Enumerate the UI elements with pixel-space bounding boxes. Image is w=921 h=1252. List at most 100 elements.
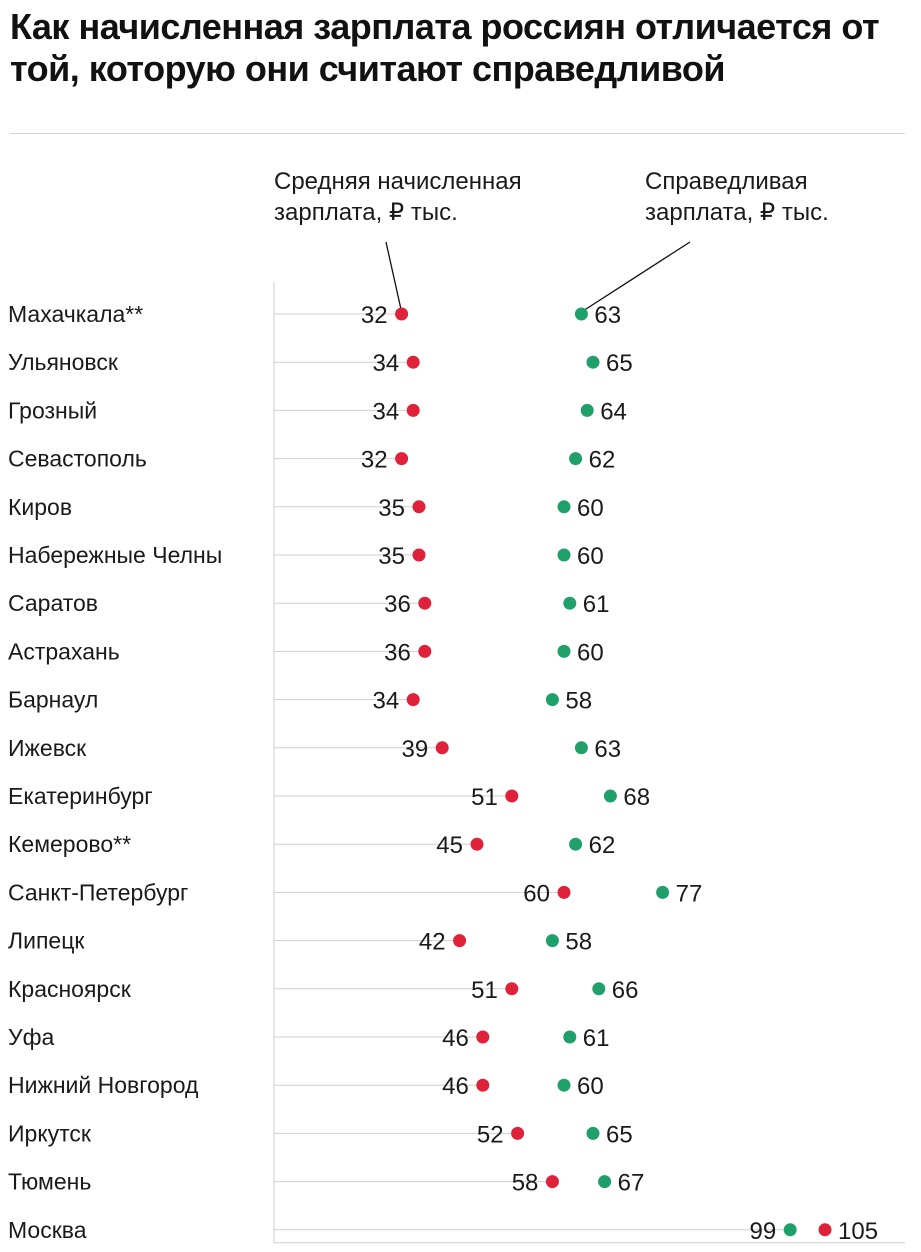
fair-value-label: 67	[618, 1170, 645, 1197]
fair-dot	[592, 982, 606, 996]
fair-value-label: 60	[577, 639, 604, 666]
accrued-value-label: 34	[372, 688, 399, 715]
accrued-dot	[453, 934, 467, 948]
category-label: Грозный	[8, 397, 97, 423]
fair-dot	[586, 355, 600, 369]
category-label: Киров	[8, 494, 72, 520]
fair-value-label: 64	[600, 398, 627, 425]
fair-value-label: 99	[749, 1218, 776, 1245]
category-label: Липецк	[8, 928, 85, 954]
category-label: Ижевск	[8, 735, 87, 761]
category-label: Москва	[8, 1217, 87, 1243]
category-label: Астрахань	[8, 638, 120, 664]
fair-value-label: 63	[594, 302, 621, 329]
accrued-dot	[418, 596, 432, 610]
accrued-header-pointer	[385, 241, 403, 313]
category-label: Севастополь	[8, 446, 147, 472]
category-label: Барнаул	[8, 687, 98, 713]
category-label: Кемерово**	[8, 831, 131, 857]
fair-value-label: 63	[594, 736, 621, 763]
chart-title: Как начисленная зарплата россиян отличае…	[10, 6, 880, 89]
title-divider	[10, 133, 905, 134]
category-label: Саратов	[8, 590, 98, 616]
fair-dot	[656, 885, 670, 899]
fair-value-label: 68	[623, 784, 650, 811]
accrued-value-label: 60	[523, 880, 550, 907]
category-label: Махачкала**	[8, 301, 143, 327]
accrued-header-line1: Средняя начисленная	[274, 168, 522, 195]
fair-dot	[569, 452, 583, 466]
accrued-value-label: 32	[361, 302, 388, 329]
accrued-dot	[476, 1078, 490, 1092]
fair-dot	[586, 1126, 600, 1140]
accrued-value-label: 39	[401, 736, 428, 763]
fair-dot	[603, 789, 617, 803]
category-label: Красноярск	[8, 976, 132, 1002]
accrued-dot	[511, 1126, 525, 1140]
accrued-dot	[395, 307, 409, 321]
accrued-value-label: 36	[384, 591, 411, 618]
fair-value-label: 66	[612, 977, 639, 1004]
category-label: Санкт-Петербург	[8, 879, 188, 905]
fair-value-label: 58	[565, 929, 592, 956]
accrued-value-label: 46	[442, 1073, 469, 1100]
accrued-value-label: 36	[384, 639, 411, 666]
accrued-value-label: 52	[477, 1121, 504, 1148]
accrued-dot	[406, 693, 420, 707]
fair-dot	[563, 1030, 577, 1044]
category-label: Набережные Челны	[8, 542, 222, 568]
accrued-value-label: 34	[372, 350, 399, 377]
category-label: Тюмень	[8, 1169, 91, 1195]
category-label: Уфа	[8, 1024, 55, 1050]
fair-dot	[557, 1078, 571, 1092]
fair-dot	[545, 693, 559, 707]
category-label: Иркутск	[8, 1120, 92, 1146]
fair-value-label: 77	[676, 880, 703, 907]
accrued-dot	[406, 403, 420, 417]
accrued-value-label: 46	[442, 1025, 469, 1052]
fair-dot	[545, 934, 559, 948]
accrued-value-label: 34	[372, 398, 399, 425]
fair-header-pointer	[581, 241, 691, 313]
accrued-header-line2: зарплата, ₽ тыс.	[274, 199, 458, 226]
fair-salary-header: Справедливая зарплата, ₽ тыс.	[645, 166, 829, 228]
accrued-dot	[395, 452, 409, 466]
category-label: Нижний Новгород	[8, 1072, 199, 1098]
category-label: Ульяновск	[8, 349, 119, 375]
fair-dot	[574, 307, 588, 321]
fair-header-line1: Справедливая	[645, 168, 808, 195]
fair-value-label: 65	[606, 1121, 633, 1148]
accrued-salary-header: Средняя начисленная зарплата, ₽ тыс.	[274, 166, 522, 228]
accrued-value-label: 35	[378, 543, 405, 570]
accrued-dot	[545, 1175, 559, 1189]
accrued-dot	[470, 837, 484, 851]
accrued-value-label: 42	[419, 929, 446, 956]
category-label: Екатеринбург	[8, 783, 153, 809]
fair-dot	[574, 741, 588, 755]
accrued-value-label: 35	[378, 495, 405, 522]
fair-dot	[569, 837, 583, 851]
fair-value-label: 61	[583, 1025, 610, 1052]
fair-dot	[557, 548, 571, 562]
accrued-dot	[412, 500, 426, 514]
accrued-dot	[412, 548, 426, 562]
accrued-dot	[505, 982, 519, 996]
accrued-value-label: 51	[471, 977, 498, 1004]
accrued-value-label: 58	[512, 1170, 539, 1197]
accrued-value-label: 32	[361, 447, 388, 474]
accrued-dot	[476, 1030, 490, 1044]
accrued-dot	[435, 741, 449, 755]
accrued-value-label: 45	[436, 832, 463, 859]
accrued-value-label: 105	[838, 1218, 878, 1245]
fair-value-label: 60	[577, 495, 604, 522]
fair-value-label: 62	[589, 832, 616, 859]
fair-dot	[557, 644, 571, 658]
accrued-dot	[406, 355, 420, 369]
fair-dot	[563, 596, 577, 610]
fair-value-label: 65	[606, 350, 633, 377]
fair-value-label: 60	[577, 543, 604, 570]
fair-dot	[580, 403, 594, 417]
fair-value-label: 58	[565, 688, 592, 715]
accrued-dot	[505, 789, 519, 803]
